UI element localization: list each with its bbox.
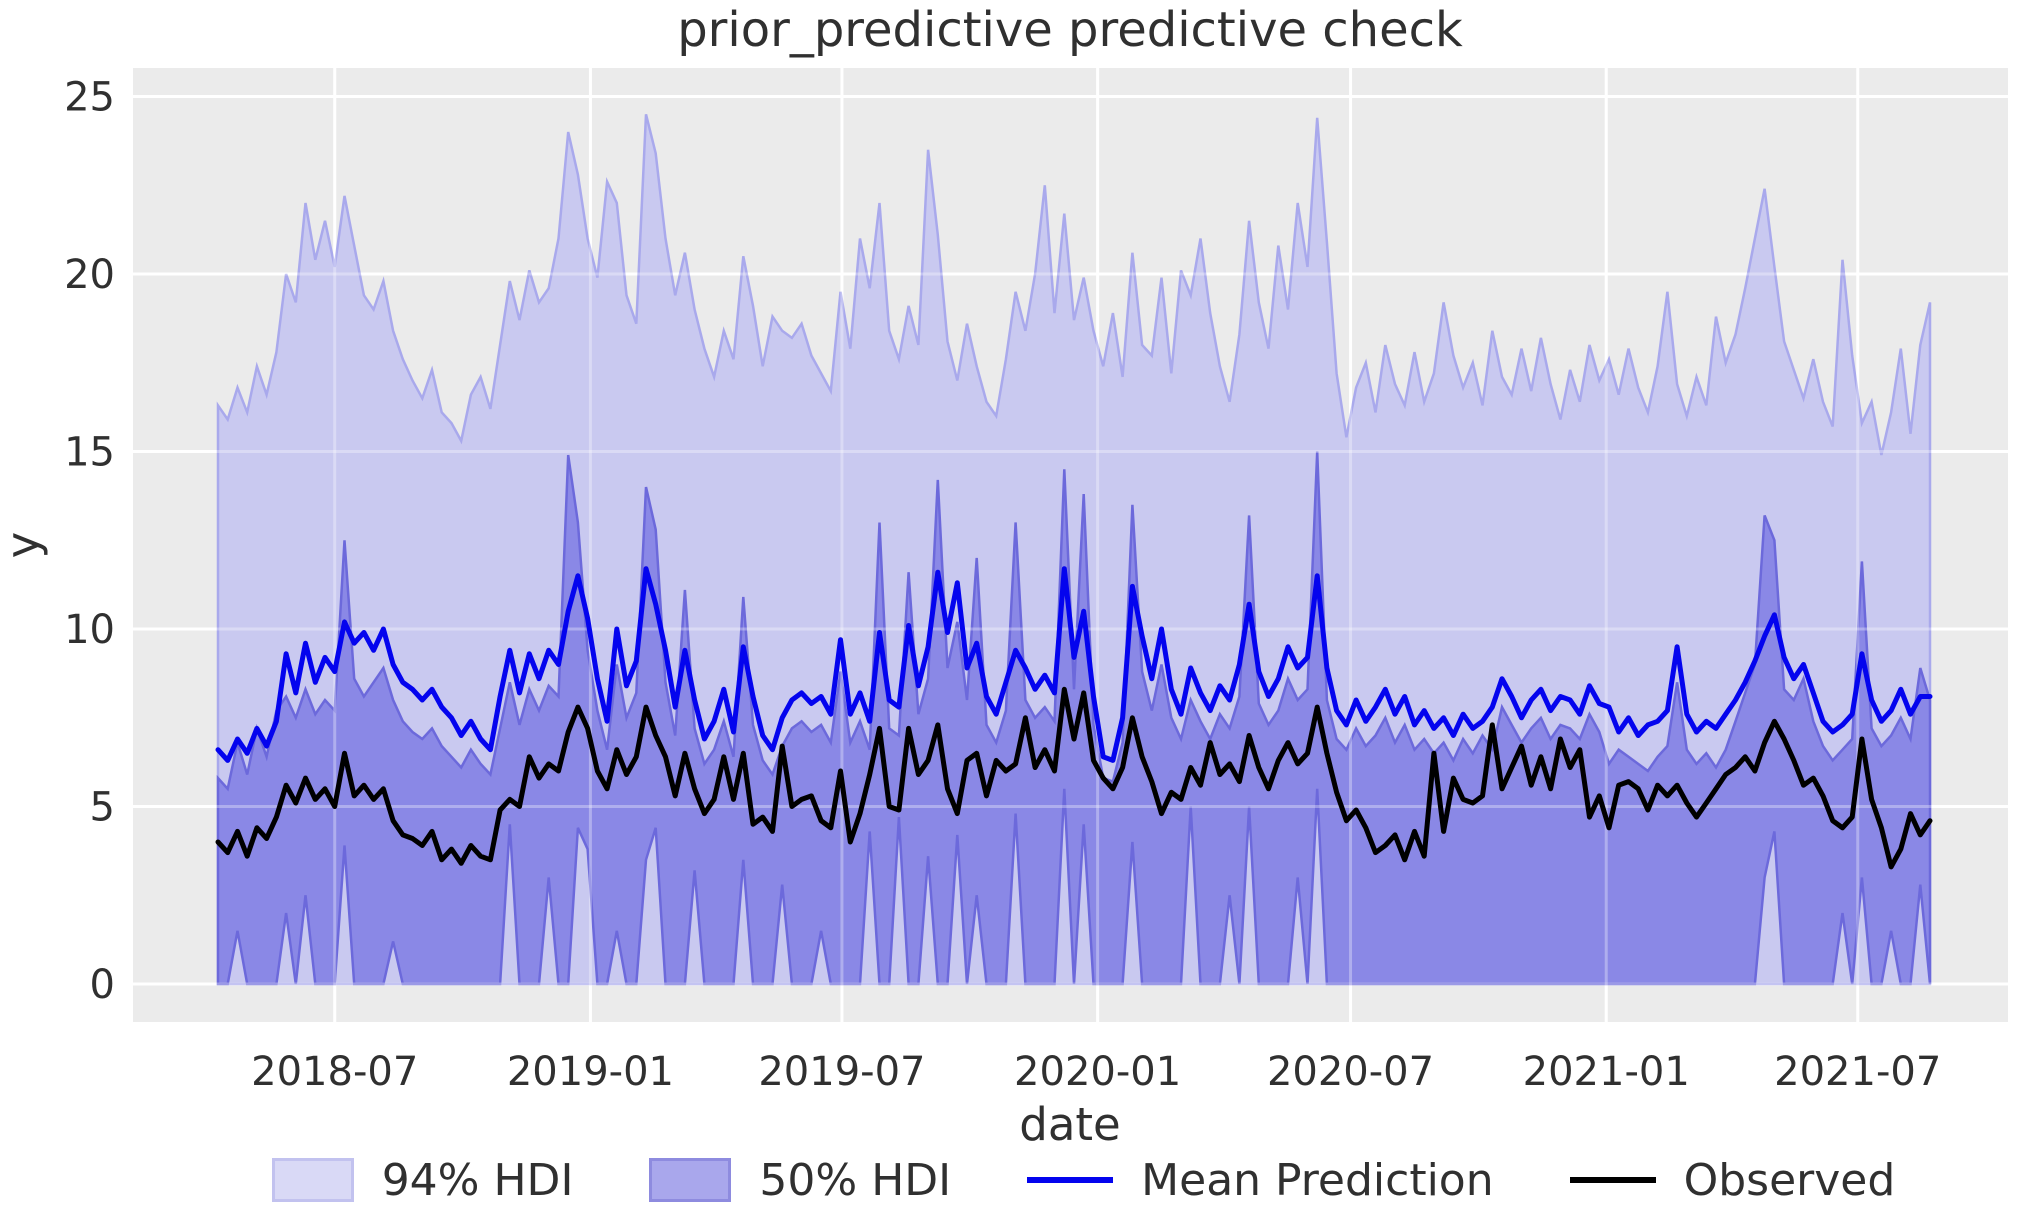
legend-line-swatch [1027,1177,1114,1183]
legend: 94% HDI 50% HDI Mean Prediction Observed [72,1150,2023,1210]
x-tick-label: 2021-07 [1774,1049,1941,1095]
legend-patch-swatch [649,1158,732,1202]
x-tick-label: 2020-07 [1267,1049,1434,1095]
y-axis-label: y [0,532,49,559]
observed-line [215,686,1933,870]
y-tick-label: 10 [64,607,115,653]
x-tick-label: 2021-01 [1523,1049,1690,1095]
x-axis-label: date [1019,1098,1120,1151]
x-tick-label: 2019-07 [758,1049,925,1095]
legend-item: Mean Prediction [1027,1154,1494,1206]
x-tick-label: 2018-07 [251,1049,418,1095]
y-tick-label: 5 [90,785,115,831]
y-tick-label: 25 [64,75,115,121]
mean-prediction-line [215,566,1933,763]
legend-label: Mean Prediction [1141,1154,1494,1206]
chart-title: prior_predictive predictive check [677,2,1463,58]
legend-label: 94% HDI [381,1154,574,1206]
x-axis-tick-labels: 2018-07 2019-01 2019-07 2020-01 2020-07 2021-… [251,1049,1941,1095]
legend-label: Observed [1683,1154,1896,1206]
y-tick-label: 20 [64,252,115,298]
x-tick-label: 2019-01 [507,1049,674,1095]
legend-item: 50% HDI [649,1155,951,1206]
y-tick-label: 15 [64,430,115,476]
y-axis-tick-labels: 0 5 10 15 20 25 [64,75,115,1009]
x-tick-label: 2020-01 [1014,1049,1181,1095]
legend-label: 50% HDI [759,1154,952,1206]
legend-line-swatch [1569,1177,1656,1183]
legend-item: 94% HDI [271,1154,574,1206]
y-tick-label: 0 [90,962,115,1008]
legend-patch-swatch [271,1158,354,1202]
legend-item: Observed [1569,1154,1896,1206]
